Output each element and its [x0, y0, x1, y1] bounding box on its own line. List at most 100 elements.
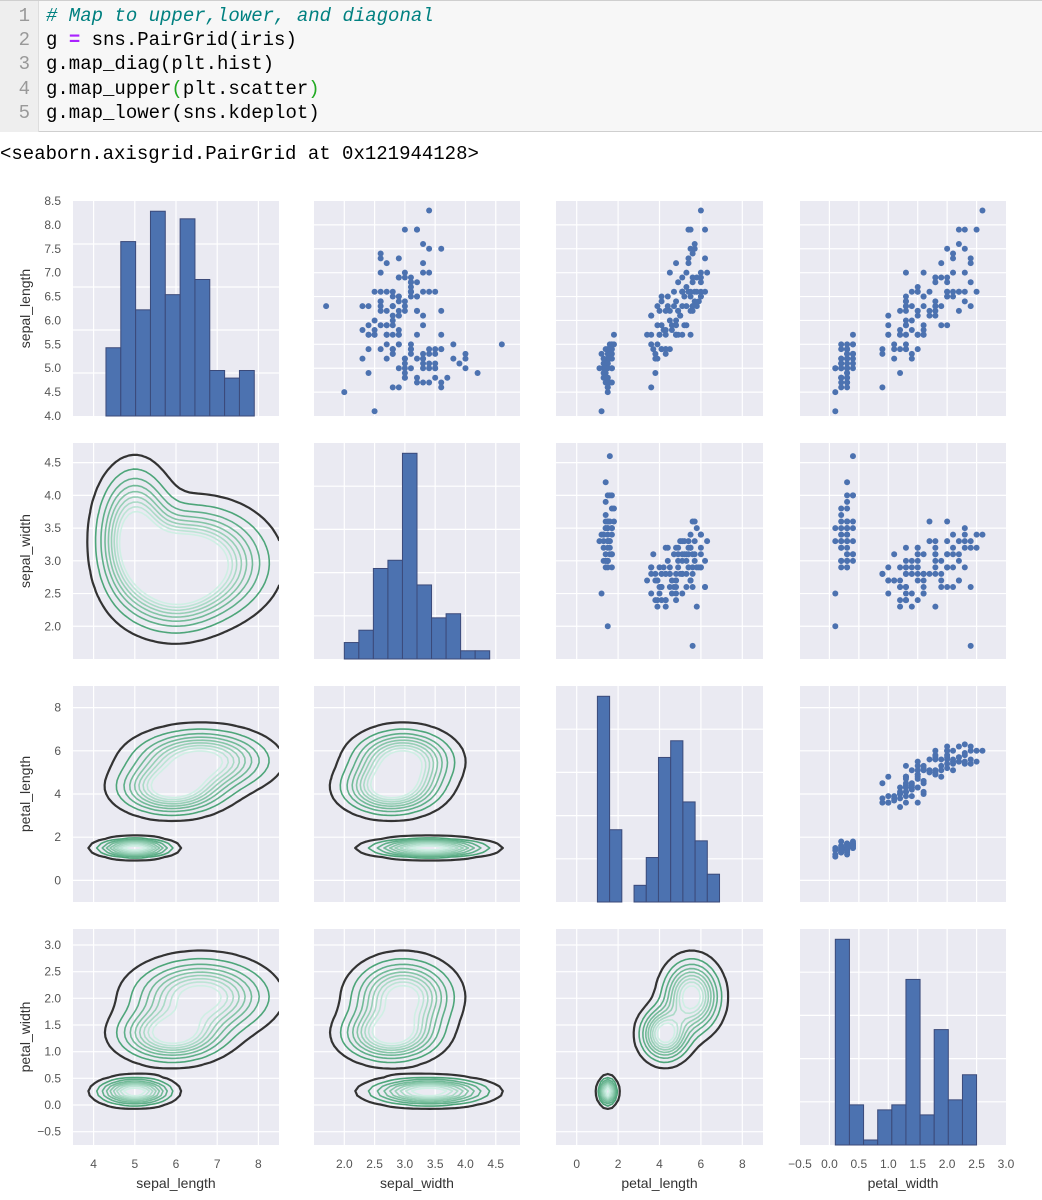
code-line[interactable]: 3 g.map_diag(plt.hist) — [0, 52, 1042, 76]
scatter-point — [914, 758, 921, 765]
scatter-point — [673, 597, 680, 604]
scatter-point — [908, 317, 915, 324]
scatter-point — [693, 274, 700, 281]
scatter-point — [414, 379, 420, 386]
scatter-point — [365, 322, 372, 329]
scatter-point — [908, 780, 915, 787]
kde-contour — [363, 744, 459, 854]
scatter-point — [950, 269, 957, 276]
scatter-point — [383, 331, 390, 338]
scatter-point — [414, 374, 420, 381]
scatter-point — [902, 293, 909, 300]
scatter-point — [938, 584, 945, 590]
x-tick-label: 2.5 — [968, 1157, 985, 1171]
code-line[interactable]: 1 # Map to upper,lower, and diagonal — [0, 4, 1042, 28]
scatter-point — [938, 767, 945, 774]
kde-contour — [339, 728, 491, 859]
x-tick-label: 3.0 — [397, 1157, 414, 1171]
scatter-point — [689, 250, 696, 257]
scatter-point — [648, 564, 655, 571]
kde-contour — [112, 742, 241, 855]
scatter-point — [961, 741, 968, 748]
scatter-point — [955, 557, 962, 564]
scatter-point — [932, 767, 939, 774]
scatter-point — [689, 303, 696, 310]
scatter-point — [920, 331, 927, 338]
scatter-point — [598, 408, 605, 415]
scatter-point — [955, 577, 962, 584]
scatter-point — [938, 322, 945, 329]
line-number: 4 — [18, 78, 30, 100]
scatter-point — [662, 570, 669, 577]
scatter-point — [961, 538, 968, 545]
scatter-point — [673, 590, 680, 597]
x-tick-label: 8 — [739, 1157, 746, 1171]
kde-contour — [352, 967, 475, 1104]
scatter-point — [932, 756, 939, 763]
scatter-point — [697, 288, 704, 295]
scatter-point — [832, 623, 839, 630]
panel-petal_length-vs-sepal_width — [314, 686, 520, 902]
histogram-bar — [596, 695, 611, 903]
scatter-point — [691, 298, 698, 305]
histogram-bar — [961, 1074, 978, 1146]
scatter-point — [844, 355, 851, 362]
panel-sepal_width-vs-sepal_length: 2.0 2.5 3.0 3.5 4.0 4.5 sepal_width — [17, 443, 279, 659]
histogram-bar — [164, 294, 181, 417]
scatter-point — [648, 590, 655, 597]
scatter-point — [914, 288, 921, 295]
panel-marks — [87, 721, 279, 862]
scatter-point — [932, 303, 939, 310]
scatter-point — [920, 303, 927, 310]
scatter-point — [967, 760, 974, 767]
scatter-point — [938, 762, 945, 769]
scatter-point — [608, 350, 615, 357]
x-tick-label: 0 — [573, 1157, 580, 1171]
panel-sepal_width-vs-petal_width — [800, 443, 1006, 659]
kde-contour — [112, 974, 240, 1101]
scatter-point — [902, 346, 909, 353]
code-line[interactable]: 5 g.map_lower(sns.kdeplot) — [0, 101, 1042, 125]
scatter-point — [844, 479, 851, 486]
scatter-point — [973, 288, 980, 295]
scatter-point — [389, 288, 396, 295]
scatter-point — [844, 346, 851, 353]
scatter-point — [444, 374, 451, 381]
scatter-point — [648, 570, 655, 577]
code-line[interactable]: 4 g.map_upper(plt.scatter) — [0, 77, 1042, 101]
scatter-point — [401, 307, 408, 314]
y-tick-label: 7.0 — [44, 266, 61, 280]
scatter-point — [606, 341, 613, 348]
scatter-point — [944, 538, 951, 545]
scatter-point — [377, 303, 384, 310]
scatter-point — [383, 307, 390, 314]
panel-background — [800, 201, 1006, 416]
scatter-point — [897, 597, 904, 604]
scatter-point — [944, 274, 951, 281]
scatter-point — [426, 288, 433, 295]
scatter-point — [902, 793, 909, 800]
scatter-point — [902, 322, 909, 329]
scatter-point — [600, 370, 607, 376]
scatter-point — [407, 279, 414, 286]
y-tick-label: 3.0 — [44, 938, 61, 952]
scatter-point — [908, 557, 915, 564]
scatter-point — [685, 538, 692, 545]
scatter-point — [662, 350, 669, 357]
scatter-point — [395, 274, 402, 281]
histogram-bar — [105, 347, 122, 417]
scatter-point — [658, 298, 665, 305]
scatter-point — [426, 360, 433, 367]
scatter-point — [838, 838, 845, 845]
scatter-point — [849, 551, 856, 558]
scatter-point — [697, 293, 704, 300]
scatter-point — [926, 767, 933, 774]
scatter-point — [420, 312, 427, 319]
panel-marks — [87, 949, 279, 1110]
scatter-point — [938, 773, 945, 780]
scatter-point — [432, 346, 439, 353]
scatter-point — [371, 327, 378, 333]
scatter-point — [950, 255, 957, 262]
